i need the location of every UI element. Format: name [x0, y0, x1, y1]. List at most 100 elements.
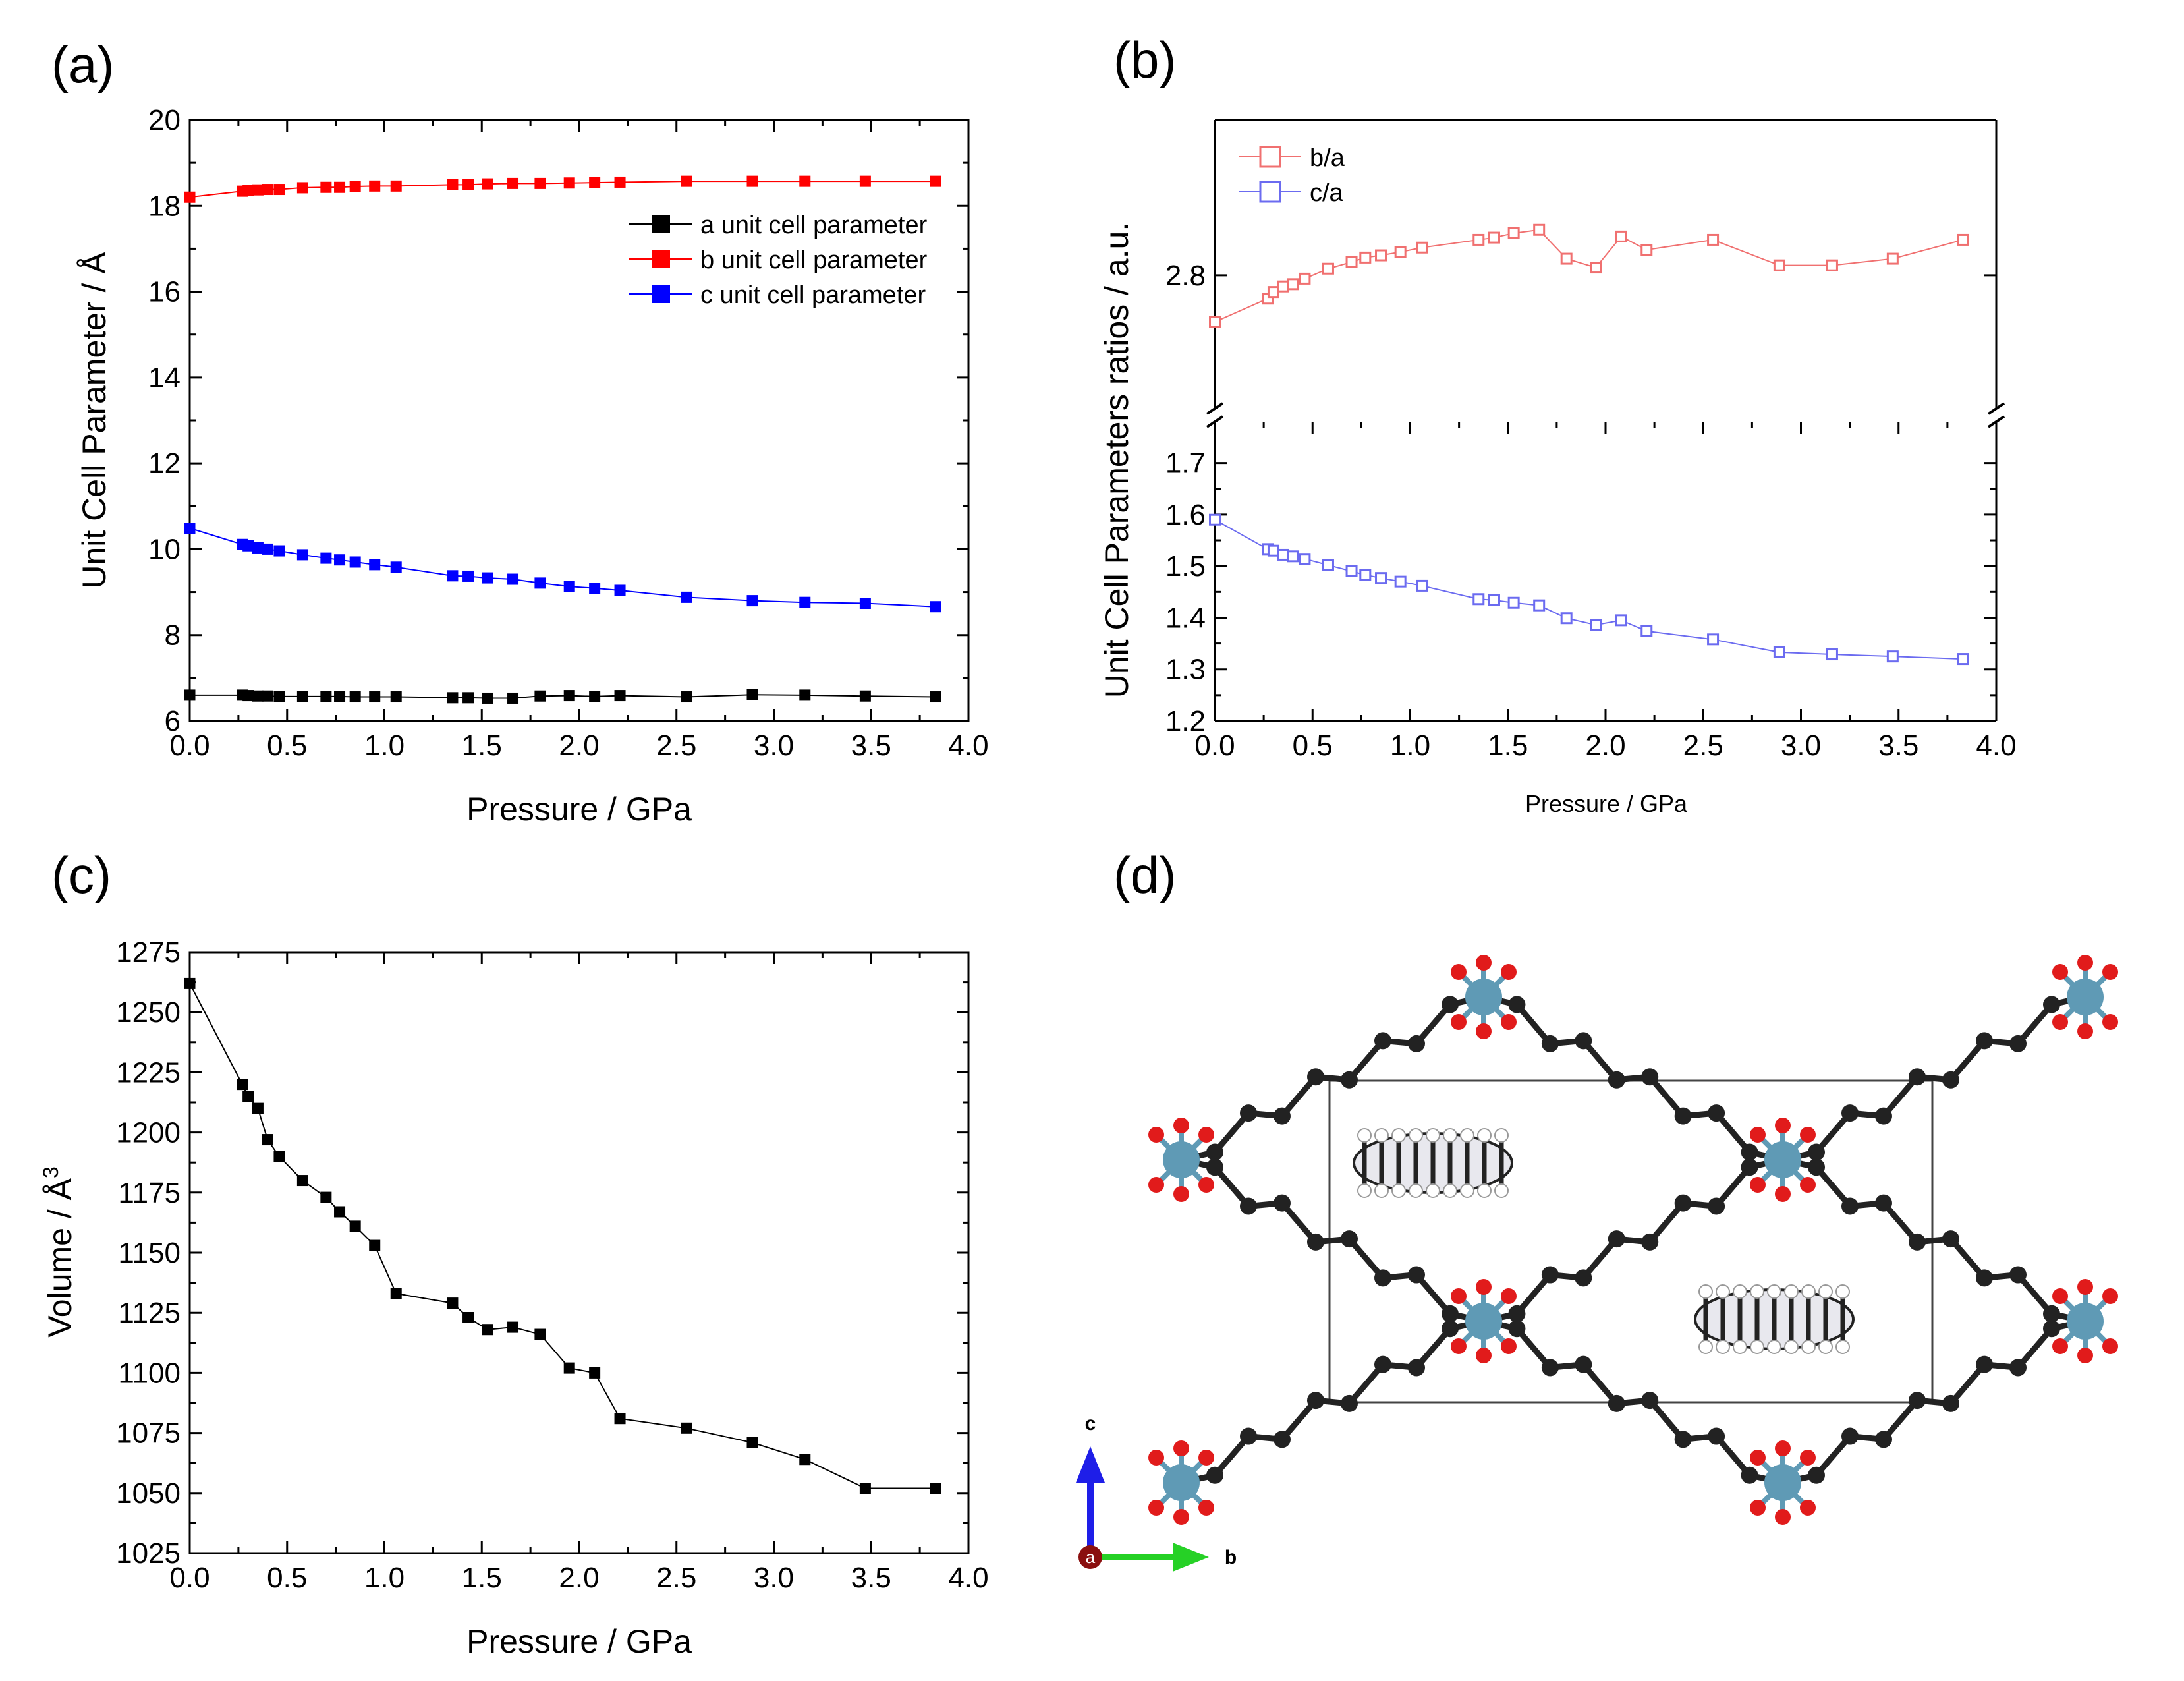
carbon-atom: [1274, 1431, 1291, 1448]
data-point-0-1: [930, 175, 941, 187]
y-tick-label-0: 8: [165, 619, 181, 652]
y-tick-label-1: 1.3: [1165, 654, 1206, 686]
carbon-atom: [1307, 1233, 1324, 1251]
data-point-0-0: [334, 691, 346, 702]
oxygen-atom: [1476, 1348, 1492, 1363]
x-tick-label-2: 0.5: [267, 1562, 307, 1594]
y-tick-label-2: 1100: [118, 1357, 181, 1389]
data-point-0-2: [507, 573, 519, 585]
y-tick-label-1: 1.6: [1165, 499, 1206, 531]
data-point-1-1: [1957, 653, 1969, 666]
y-tick-label-1: 2.8: [1165, 260, 1206, 292]
carbon-atom: [1841, 1104, 1859, 1122]
carbon-atom: [1442, 1320, 1459, 1338]
data-point-1-1: [1375, 572, 1387, 584]
carbon-atom: [2009, 1266, 2027, 1284]
carbon-atom: [1442, 996, 1459, 1013]
oxygen-atom: [1800, 1177, 1816, 1193]
x-tick-label-1: 2.0: [1585, 729, 1625, 762]
data-point-1-1: [1826, 648, 1838, 661]
oxygen-atom: [1173, 1186, 1189, 1202]
hydrogen-atom: [1443, 1128, 1457, 1143]
data-point-0-2: [589, 583, 601, 594]
x-tick-label-1: 1.0: [1390, 729, 1430, 762]
x-tick-label-1: 1.5: [1488, 729, 1528, 762]
y-tick-label-2: 1125: [118, 1297, 181, 1329]
carbon-atom: [1341, 1230, 1358, 1248]
data-point-0-0: [273, 691, 285, 702]
carbon-atom: [1240, 1427, 1257, 1445]
hydrogen-atom: [1716, 1340, 1730, 1354]
data-point-2-0: [296, 1175, 308, 1187]
y-tick-label-2: 1050: [116, 1477, 181, 1510]
data-point-2-0: [369, 1239, 381, 1251]
legend-b: b/a c/a: [1239, 144, 1345, 207]
hydrogen-atom: [1818, 1284, 1833, 1299]
data-point-1-1: [1277, 548, 1289, 561]
data-point-0-2: [859, 598, 871, 610]
data-point-0-1: [334, 181, 346, 193]
hydrogen-atom: [1409, 1128, 1423, 1143]
plot-frame-b: [1206, 119, 2005, 722]
y-tick-label-0: 10: [148, 533, 181, 565]
metal-atom: [1465, 1303, 1502, 1340]
x-tick-label-2: 3.0: [754, 1562, 794, 1594]
oxygen-atom: [2077, 955, 2093, 971]
data-point-2-0: [681, 1422, 692, 1434]
data-point-0-1: [349, 181, 361, 192]
hydrogen-atom: [1698, 1284, 1713, 1299]
data-point-0-2: [462, 570, 474, 582]
hydrogen-atom: [1750, 1340, 1764, 1354]
carbon-atom: [1274, 1194, 1291, 1212]
carbon-atom: [1808, 1158, 1825, 1176]
data-point-0-0: [859, 690, 871, 702]
legend-label-a-0: a unit cell parameter: [700, 212, 928, 239]
x-tick-label-1: 3.5: [1878, 729, 1918, 762]
x-tick-label-0: 0.0: [169, 729, 210, 762]
oxygen-atom: [1148, 1500, 1164, 1516]
oxygen-atom: [1501, 1338, 1517, 1354]
oxygen-atom: [1800, 1500, 1816, 1516]
carbon-atom: [1942, 1071, 1959, 1089]
data-point-0-2: [296, 549, 308, 561]
y-tick-label-2: 1250: [116, 996, 181, 1029]
data-point-1-1: [1394, 575, 1407, 588]
carbon-atom: [1442, 1305, 1459, 1323]
data-point-1-0: [1299, 272, 1311, 285]
hydrogen-atom: [1801, 1340, 1816, 1354]
hydrogen-atom: [1409, 1183, 1423, 1198]
carbon-atom: [1608, 1071, 1625, 1089]
hydrogen-atom: [1391, 1128, 1406, 1143]
carbon-atom: [1674, 1107, 1692, 1125]
y-tick-label-0: 6: [165, 705, 181, 737]
carbon-atom: [1875, 1107, 1892, 1125]
carbon-atom: [1976, 1269, 1993, 1287]
data-point-1-0: [1488, 231, 1500, 244]
oxygen-atom: [1501, 1288, 1517, 1304]
series-line-1-1: [1214, 519, 1963, 660]
hydrogen-atom: [1477, 1183, 1492, 1198]
series-line-0-2: [189, 527, 936, 608]
data-point-2-0: [859, 1483, 871, 1495]
axis-arrowhead-b: [1173, 1543, 1209, 1572]
data-point-1-0: [1826, 259, 1838, 271]
carbon-atom: [1541, 1359, 1559, 1377]
linker-bond-2: [1782, 994, 2086, 1163]
carbon-atom: [2043, 996, 2060, 1013]
hydrogen-atom: [1374, 1128, 1389, 1143]
x-tick-label-2: 1.5: [462, 1562, 502, 1594]
carbon-atom: [1741, 1466, 1758, 1484]
data-point-1-1: [1533, 599, 1546, 612]
data-point-2-0: [589, 1367, 601, 1379]
data-point-1-0: [1773, 259, 1785, 271]
oxygen-atom: [1775, 1118, 1791, 1133]
linker-bond-1: [1483, 994, 1783, 1163]
carbon-atom: [1341, 1394, 1358, 1412]
data-point-0-0: [320, 691, 332, 702]
data-point-2-0: [614, 1413, 626, 1425]
x-tick-label-2: 4.0: [948, 1562, 988, 1594]
hydrogen-atom: [1460, 1128, 1474, 1143]
hydrogen-atom: [1784, 1340, 1799, 1354]
legend-label-a-2: c unit cell parameter: [700, 281, 926, 309]
linker-bond-7: [1483, 1318, 1783, 1486]
